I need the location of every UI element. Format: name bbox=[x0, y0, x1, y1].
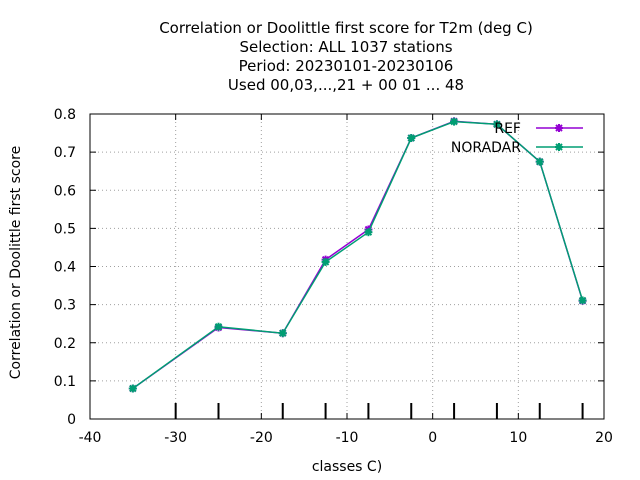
x-tick-label: -30 bbox=[164, 430, 187, 446]
x-tick-label: 0 bbox=[428, 430, 437, 446]
y-tick-label: 0.8 bbox=[54, 107, 76, 123]
legend: REF NORADAR bbox=[451, 121, 583, 156]
data-point bbox=[214, 322, 223, 331]
data-point bbox=[407, 134, 416, 143]
legend-item: REF bbox=[494, 121, 583, 137]
x-tick-label: 10 bbox=[509, 430, 527, 446]
y-axis-label: Correlation or Doolittle first score bbox=[8, 146, 24, 379]
grid bbox=[90, 114, 604, 419]
series-noradar bbox=[128, 117, 587, 393]
x-axis: -40 -30 -20 -10 0 10 20 bbox=[79, 114, 613, 446]
series bbox=[128, 117, 587, 393]
data-point bbox=[321, 257, 330, 266]
legend-label: NORADAR bbox=[451, 140, 521, 156]
chart-title-line: Used 00,03,...,21 + 00 01 ... 48 bbox=[228, 76, 464, 94]
x-tick-label: -40 bbox=[79, 430, 102, 446]
y-tick-label: 0.7 bbox=[54, 145, 76, 161]
data-point bbox=[578, 296, 587, 305]
data-point bbox=[535, 157, 544, 166]
chart-title-line: Period: 20230101-20230106 bbox=[239, 57, 454, 75]
x-tick-label: -10 bbox=[336, 430, 359, 446]
series-line bbox=[132, 120, 584, 390]
chart-title-line: Correlation or Doolittle first score for… bbox=[159, 19, 533, 37]
data-point bbox=[278, 329, 287, 338]
data-point bbox=[128, 384, 137, 393]
legend-item: NORADAR bbox=[451, 140, 583, 156]
y-tick-label: 0.2 bbox=[54, 336, 76, 352]
legend-label: REF bbox=[494, 121, 521, 137]
y-tick-label: 0.4 bbox=[54, 260, 76, 276]
data-point bbox=[450, 117, 459, 126]
data-point bbox=[364, 228, 373, 237]
chart-title: Correlation or Doolittle first score for… bbox=[159, 19, 533, 94]
x-tick-label: -20 bbox=[250, 430, 273, 446]
y-tick-label: 0.5 bbox=[54, 221, 76, 237]
y-tick-label: 0.6 bbox=[54, 183, 76, 199]
x-tick-label: 20 bbox=[595, 430, 613, 446]
y-axis: 0 0.1 0.2 0.3 0.4 0.5 0.6 0.7 0.8 bbox=[54, 107, 604, 428]
x-axis-label: classes C) bbox=[312, 459, 382, 475]
count-markers bbox=[174, 403, 584, 419]
y-tick-label: 0.3 bbox=[54, 298, 76, 314]
y-tick-label: 0 bbox=[67, 412, 76, 428]
series-line bbox=[132, 120, 584, 390]
data-point bbox=[492, 120, 501, 129]
chart-title-line: Selection: ALL 1037 stations bbox=[239, 38, 452, 56]
y-tick-label: 0.1 bbox=[54, 374, 76, 390]
